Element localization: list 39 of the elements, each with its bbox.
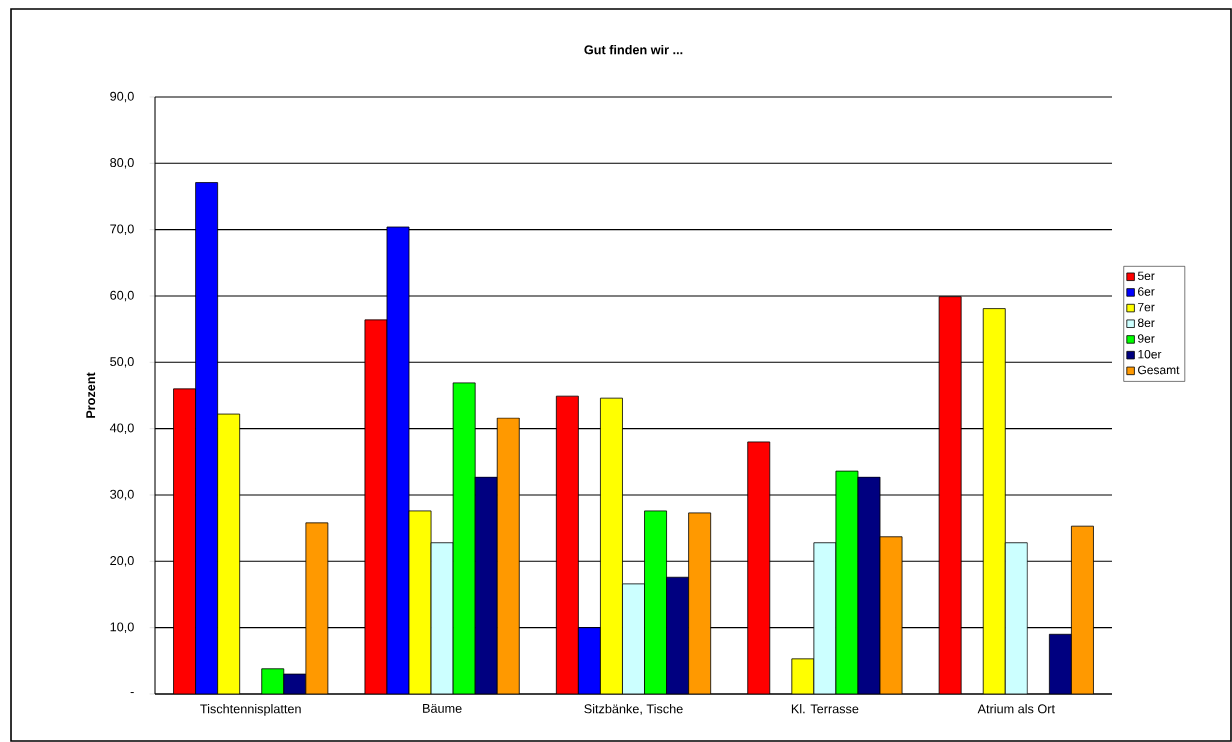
legend-label: 7er (1138, 302, 1155, 312)
y-axis-title: Prozent (86, 372, 96, 418)
legend-label: 8er (1137, 318, 1155, 328)
legend-label: 10er (1138, 349, 1162, 359)
legend-label: 5er (1137, 271, 1155, 281)
y-tick-label: 20,0 (110, 556, 134, 567)
x-tick-label: Kl. Terrasse (791, 704, 859, 714)
bar (813, 542, 837, 694)
legend-label: 9er (1138, 334, 1155, 343)
bar (577, 627, 601, 694)
legend-label: 6er (1138, 287, 1155, 296)
bar (474, 476, 498, 694)
bar (261, 668, 285, 694)
bar (1004, 542, 1028, 694)
bar (430, 542, 454, 694)
y-tick-label: 70,0 (110, 224, 134, 235)
bar (386, 226, 410, 694)
y-tick-label: - (130, 692, 134, 694)
y-tick-label: 10,0 (110, 622, 134, 633)
legend-label: Gesamt (1138, 365, 1180, 375)
y-tick-label: 30,0 (110, 489, 134, 501)
y-tick-label: 60,0 (110, 290, 134, 302)
bar (857, 476, 881, 694)
bar (835, 470, 859, 694)
x-tick-label: Atrium als Ort (977, 704, 1055, 714)
y-tick-label: 80,0 (110, 158, 134, 169)
y-tick-label: 90,0 (110, 91, 134, 103)
bar (644, 510, 667, 694)
chart-title: Gut finden wir ... (584, 44, 683, 55)
y-tick-label: 40,0 (109, 423, 134, 434)
y-tick-label: 50,0 (110, 357, 134, 368)
bar (622, 583, 645, 694)
bar (195, 182, 219, 694)
x-tick-label: Tischtennisplatten (200, 704, 301, 716)
bar (1048, 633, 1072, 694)
bar (666, 576, 690, 694)
bar (452, 382, 476, 694)
x-tick-label: Bäume (423, 704, 462, 713)
x-tick-label: Sitzbänke, Tische (584, 704, 683, 715)
